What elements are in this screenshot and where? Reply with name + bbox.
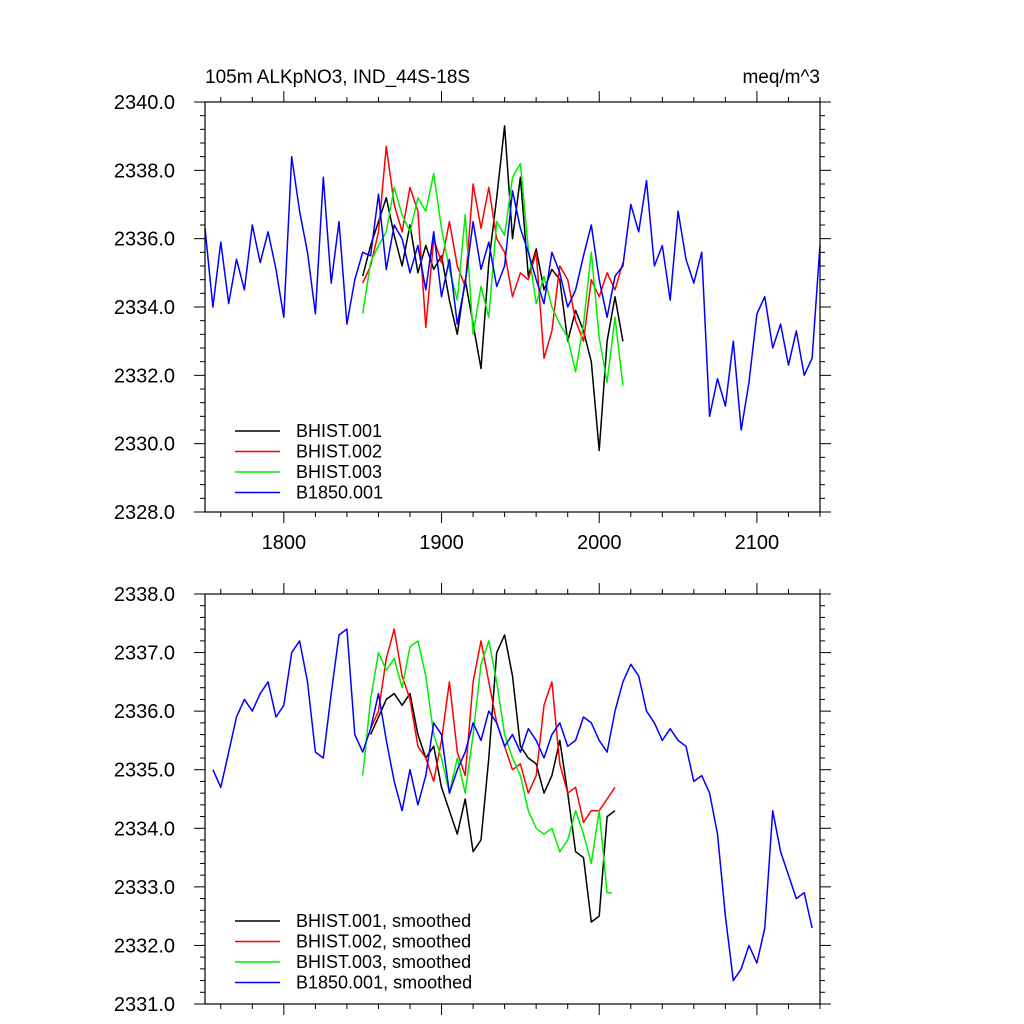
plot-frame — [204, 593, 821, 1005]
top-chart-panel: 1800 1900 2000 2100 2328.0 2330.0 2332.0 2334.0… — [114, 67, 831, 554]
y-tick-label: 2336.0 — [114, 701, 175, 723]
y-tick-label: 2337.0 — [114, 643, 175, 665]
x-tick-label: 1800 — [262, 532, 307, 554]
y-tick-label: 2330.0 — [114, 434, 175, 456]
y-tick-label: 2332.0 — [114, 935, 175, 957]
series-line-2 — [361, 162, 624, 386]
bottom-chart-panel: 2331.0 2332.0 2333.0 2334.0 2335.0 2336.0 2337… — [114, 583, 831, 1016]
legend-label-0: BHIST.001 — [296, 421, 382, 441]
legend-label-0: BHIST.001, smoothed — [296, 911, 471, 931]
y-tick-label: 2334.0 — [114, 297, 175, 319]
x-tick-label: 2000 — [577, 532, 622, 554]
chart-title: 105m ALKpNO3, IND_44S-18S — [205, 67, 470, 88]
y-tick-label: 2334.0 — [114, 818, 175, 840]
series-line-0 — [361, 125, 624, 452]
y-tick-label: 2332.0 — [114, 365, 175, 387]
series-line-3 — [204, 155, 821, 431]
legend-label-2: BHIST.003 — [296, 462, 382, 482]
legend-label-3: B1850.001 — [296, 483, 383, 503]
legend-label-2: BHIST.003, smoothed — [296, 952, 471, 972]
x-tick-label: 1900 — [419, 532, 464, 554]
y-tick-label: 2338.0 — [114, 584, 175, 606]
y-tick-label: 2335.0 — [114, 760, 175, 782]
legend-label-1: BHIST.002, smoothed — [296, 932, 471, 952]
series-line-2 — [361, 640, 612, 894]
legend-label-3: B1850.001, smoothed — [296, 973, 472, 993]
y-tick-label: 2338.0 — [114, 160, 175, 182]
y-tick-label: 2333.0 — [114, 877, 175, 899]
y-tick-label: 2340.0 — [114, 92, 175, 114]
series-line-3 — [212, 628, 813, 982]
series-line-1 — [369, 628, 616, 824]
series-line-0 — [369, 634, 616, 923]
legend-label-1: BHIST.002 — [296, 442, 382, 462]
y-tick-label: 2331.0 — [114, 994, 175, 1016]
x-tick-label: 2100 — [735, 532, 780, 554]
series-line-1 — [362, 145, 624, 360]
y-tick-label: 2336.0 — [114, 229, 175, 251]
units-label: meq/m^3 — [742, 67, 820, 88]
y-tick-label: 2328.0 — [114, 502, 175, 524]
